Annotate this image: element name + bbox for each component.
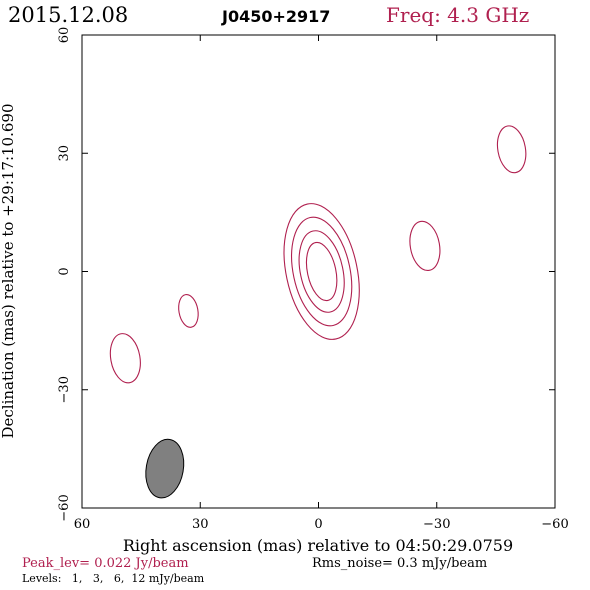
contour-levels: Levels: 1, 3, 6, 12 mJy/beam <box>22 572 205 585</box>
contour-components <box>109 125 527 384</box>
contour-comp0-level0 <box>283 203 360 340</box>
x-tick-labels: 60 30 0 −30 −60 <box>74 517 569 532</box>
contour-comp0-level2 <box>298 230 345 313</box>
y-tick-label: −30 <box>57 376 72 403</box>
axis-ticks <box>81 34 556 509</box>
plot-frame <box>81 34 556 509</box>
y-tick-label: 0 <box>57 267 72 275</box>
contour-comp1-level0 <box>409 220 441 272</box>
y-tick-label: −60 <box>57 494 72 521</box>
y-tick-label: 30 <box>57 145 72 162</box>
x-axis-label: Right ascension (mas) relative to 04:50:… <box>123 536 513 555</box>
y-tick-labels: −60 −30 0 30 60 <box>57 27 72 522</box>
y-axis-label: Declination (mas) relative to +29:17:10.… <box>0 103 17 438</box>
observation-date: 2015.12.08 <box>8 3 128 27</box>
contour-comp0-level1 <box>291 216 353 327</box>
x-tick-label: 30 <box>192 517 209 532</box>
rms-noise: Rms_noise= 0.3 mJy/beam <box>312 556 487 571</box>
contour-comp0-level3 <box>305 241 338 302</box>
beam-ellipse-group <box>145 438 185 499</box>
contour-comp4-level0 <box>109 333 141 384</box>
x-tick-label: −30 <box>423 517 450 532</box>
y-tick-label: 60 <box>57 27 72 44</box>
peak-level: Peak_lev= 0.022 Jy/beam <box>22 556 189 571</box>
contour-comp2-level0 <box>496 125 527 174</box>
frequency-label: Freq: 4.3 GHz <box>386 3 529 27</box>
x-tick-label: 0 <box>314 517 322 532</box>
x-tick-label: 60 <box>74 517 91 532</box>
beam-ellipse <box>145 438 185 499</box>
contour-comp3-level0 <box>178 293 199 328</box>
source-name: J0450+2917 <box>221 7 330 26</box>
x-tick-label: −60 <box>541 517 568 532</box>
